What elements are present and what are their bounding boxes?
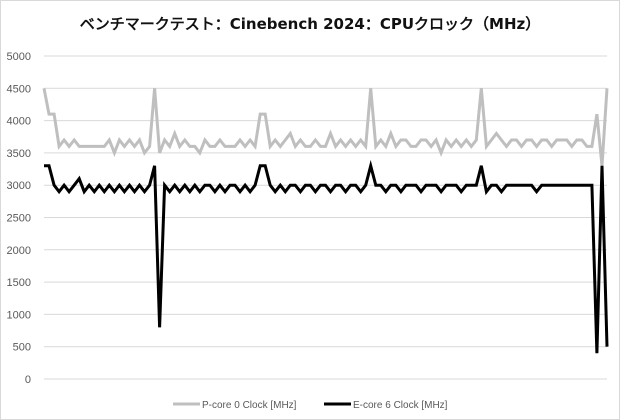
y-tick-label: 5000 (7, 51, 31, 63)
legend: P-core 0 Clock [MHz] E-core 6 Clock [MHz… (173, 400, 448, 411)
legend-label-e-core: E-core 6 Clock [MHz] (353, 400, 448, 411)
series-line-p-core (42, 88, 609, 166)
legend-label-p-core: P-core 0 Clock [MHz] (202, 400, 297, 411)
y-axis-ticks: 0 500 1000 1500 2000 2500 3000 3500 4000 4500 5000 (7, 51, 31, 386)
chart-title: ベンチマークテスト：Cinebench 2024：CPUクロック（MHz） (80, 15, 541, 33)
y-tick-label: 1000 (7, 309, 31, 321)
y-tick-label: 4500 (7, 83, 31, 95)
y-tick-label: 0 (25, 374, 31, 386)
y-tick-label: 2500 (7, 213, 31, 225)
series-lines (42, 88, 609, 354)
y-tick-label: 4000 (7, 116, 31, 128)
series-line-e-core (44, 159, 609, 354)
y-tick-label: 500 (13, 342, 31, 354)
y-tick-label: 1500 (7, 277, 31, 289)
y-tick-label: 2000 (7, 245, 31, 257)
y-tick-label: 3500 (7, 148, 31, 160)
y-tick-label: 3000 (7, 180, 31, 192)
